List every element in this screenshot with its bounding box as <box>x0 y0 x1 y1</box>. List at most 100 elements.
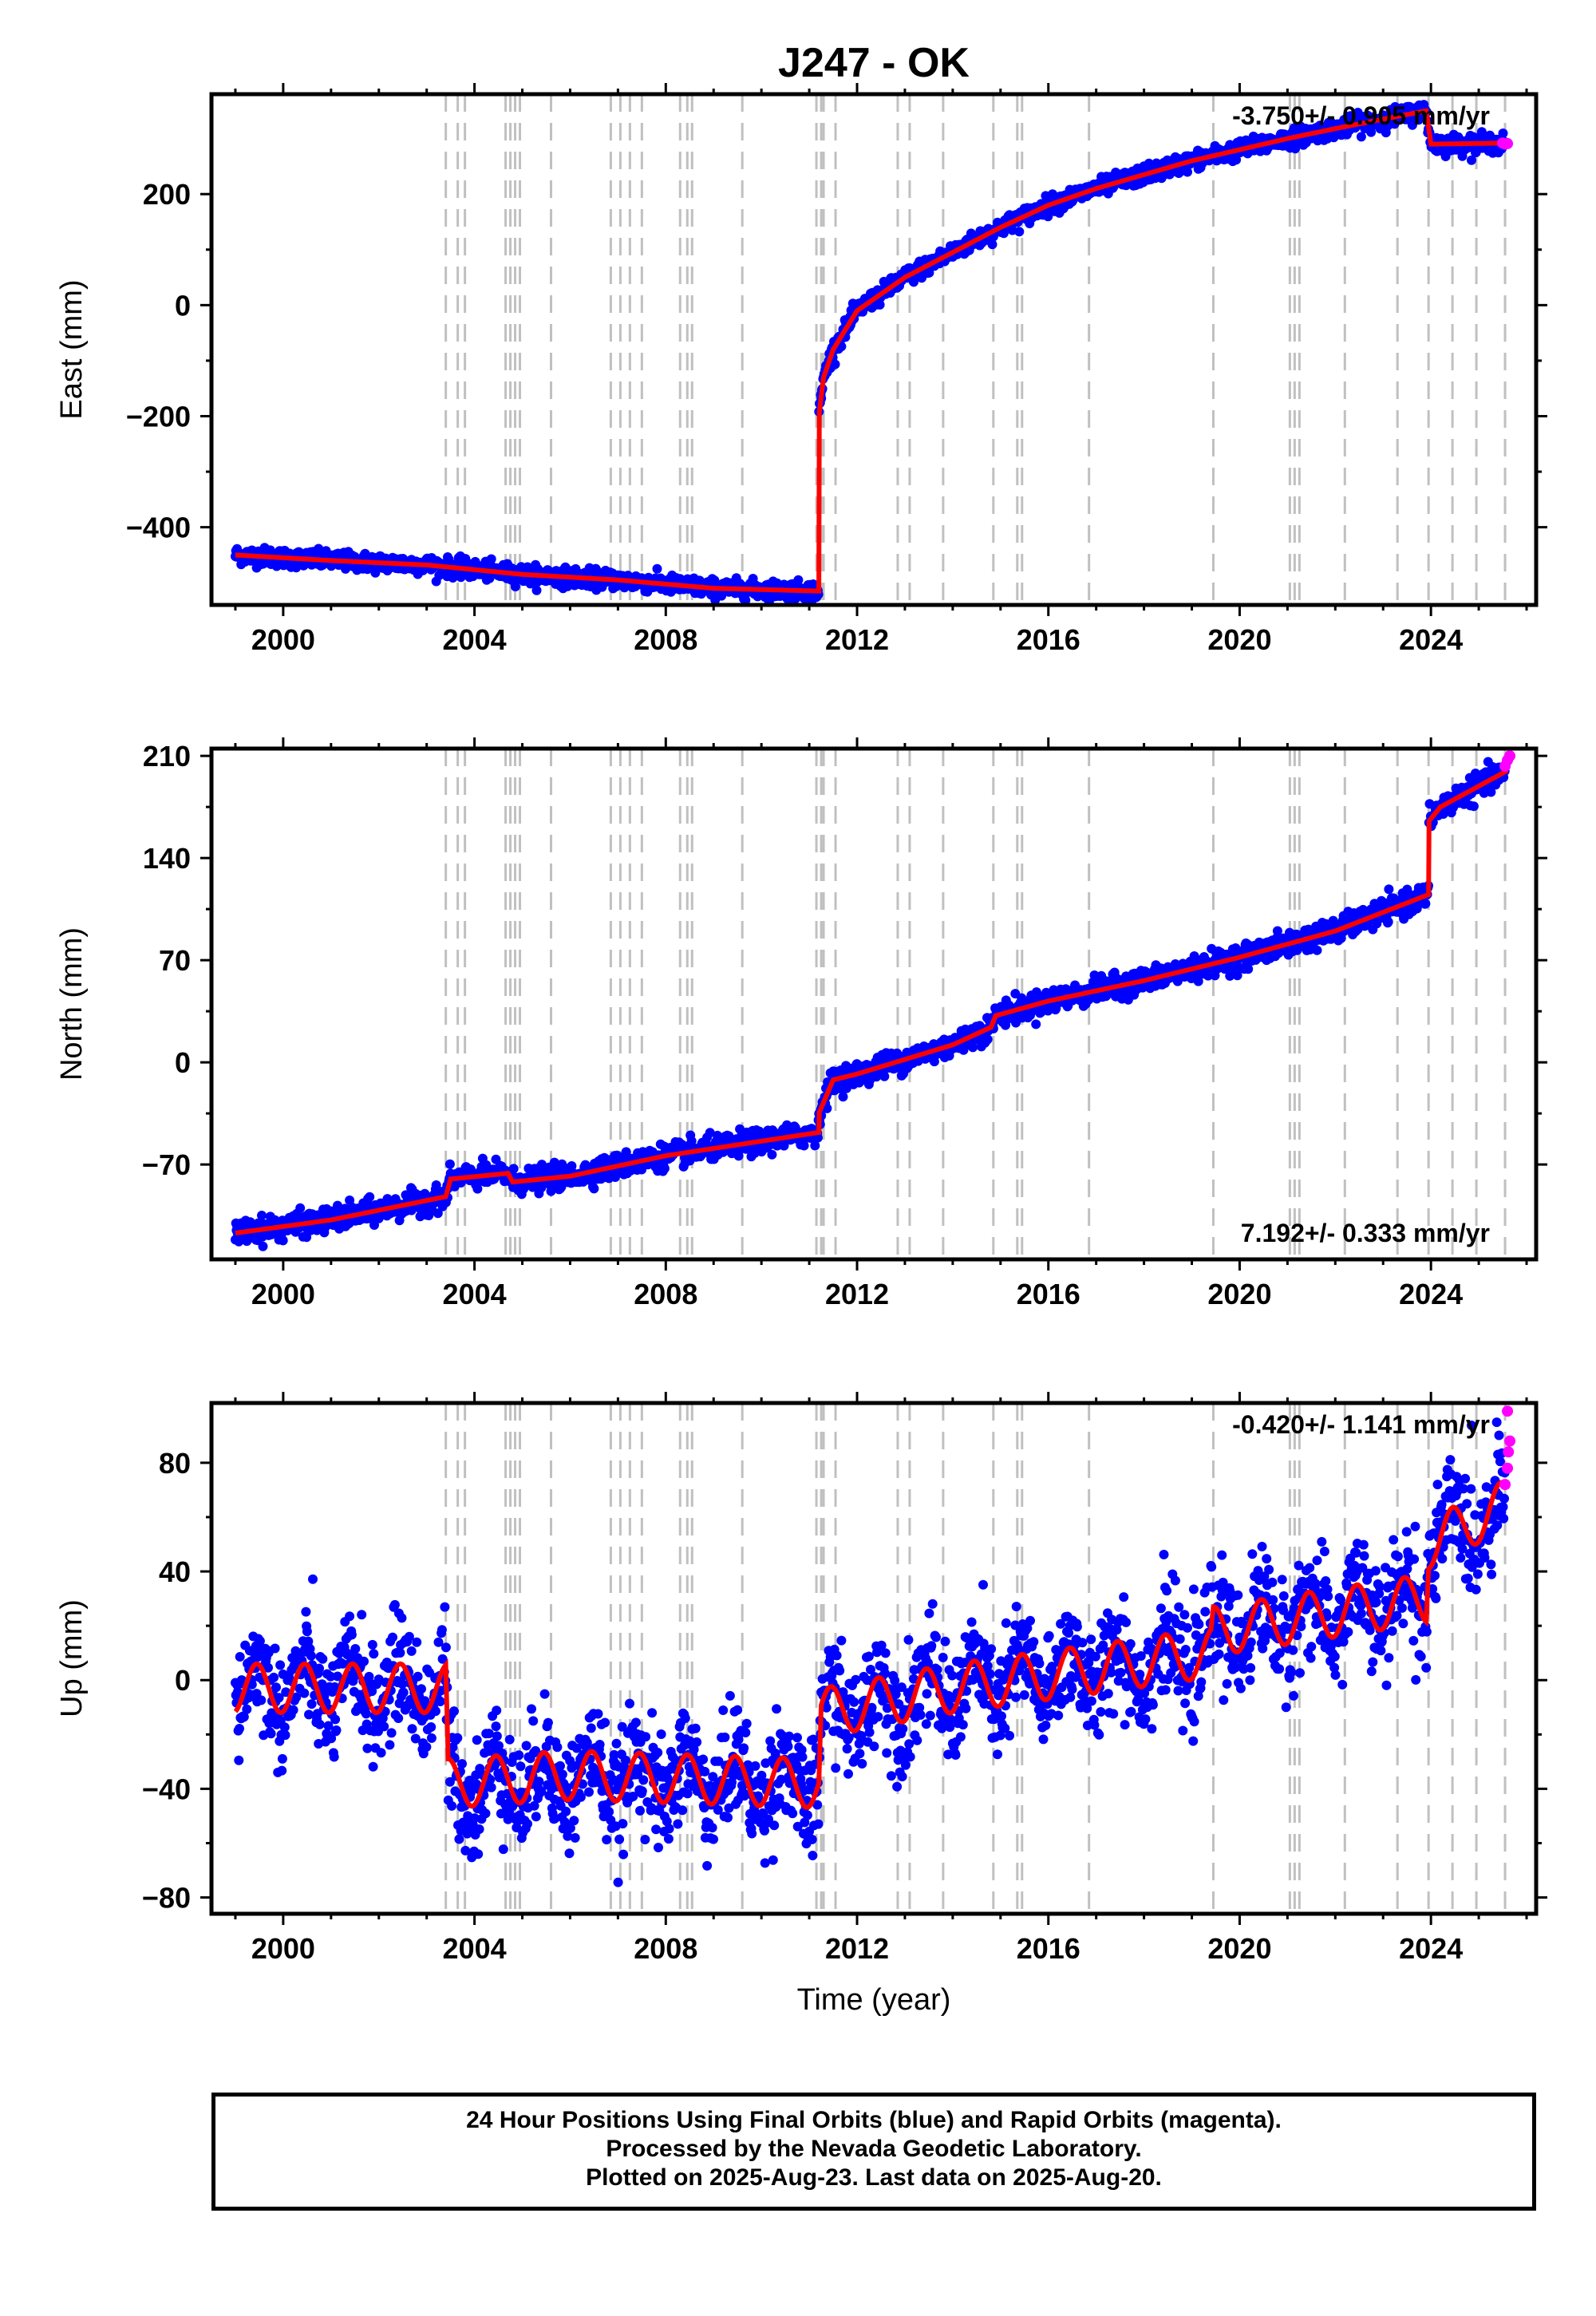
data-point <box>329 1752 339 1762</box>
y-tick-label: −200 <box>126 400 191 433</box>
model-line <box>235 108 1507 594</box>
data-point <box>909 277 918 287</box>
data-point <box>1356 132 1366 142</box>
data-point <box>1183 167 1192 177</box>
east-panel: 2000 2004 2008 2012 2016 2020 2024−400−2000200… <box>55 83 1547 656</box>
up-panel: 2000 2004 2008 2012 2016 2020 2024−80−4004080U… <box>55 1392 1547 1965</box>
data-point <box>346 1630 357 1640</box>
x-tick-label: 2004 <box>443 623 507 656</box>
data-point <box>875 299 885 310</box>
data-point <box>368 1761 378 1772</box>
chart-title: J247 - OK <box>778 40 970 86</box>
data-point <box>1014 227 1025 237</box>
data-point <box>361 1709 371 1719</box>
data-point <box>968 1042 978 1053</box>
y-axis-label: East (mm) <box>55 279 89 419</box>
data-point <box>779 1140 789 1151</box>
data-point <box>486 554 496 564</box>
data-point <box>924 267 934 278</box>
y-tick-label: 200 <box>143 178 191 211</box>
model-line <box>235 768 1509 1236</box>
data-point <box>1366 127 1377 137</box>
data-point <box>306 1650 316 1661</box>
data-point <box>345 1196 355 1205</box>
data-point <box>1243 964 1254 974</box>
final-orbit-points <box>231 1417 1510 1887</box>
rapid-orbit-points <box>1497 137 1514 150</box>
data-point <box>799 1140 809 1151</box>
data-point <box>318 1654 328 1664</box>
data-point <box>269 1672 279 1682</box>
y-tick-label: 210 <box>143 740 191 773</box>
x-tick-label: 2012 <box>825 1278 889 1310</box>
data-point <box>266 1729 276 1739</box>
data-point <box>277 1765 287 1776</box>
x-tick-label: 2004 <box>443 1278 507 1310</box>
x-tick-label: 2020 <box>1207 623 1271 656</box>
data-point <box>379 1721 389 1732</box>
y-tick-label: −400 <box>126 512 191 544</box>
y-tick-label: −70 <box>142 1148 191 1181</box>
data-point <box>345 1611 355 1622</box>
data-point <box>705 1128 715 1138</box>
final-orbit-points <box>231 100 1510 605</box>
y-tick-label: 0 <box>175 289 191 322</box>
event-lines <box>444 94 1507 605</box>
data-point <box>234 1755 244 1765</box>
data-point <box>306 1699 317 1709</box>
data-point <box>987 239 998 250</box>
data-point <box>350 1644 361 1654</box>
x-tick-label: 2020 <box>1207 1278 1271 1310</box>
data-point <box>301 1607 311 1617</box>
plot-frame <box>209 92 1539 607</box>
data-point <box>235 1652 245 1662</box>
x-tick-label: 2016 <box>1017 623 1080 656</box>
data-point <box>257 1211 267 1220</box>
y-tick-label: 70 <box>159 944 191 977</box>
data-point <box>1031 1019 1041 1030</box>
data-point <box>444 1159 455 1169</box>
y-axis-label: North (mm) <box>55 927 89 1081</box>
x-tick-label: 2016 <box>1017 1278 1080 1310</box>
data-point <box>838 1092 848 1102</box>
data-point <box>741 595 751 605</box>
plot-frame <box>209 746 1539 1262</box>
final-orbit-points <box>231 757 1510 1251</box>
rapid-point <box>1502 137 1514 149</box>
data-point <box>367 1639 377 1650</box>
data-point <box>510 582 520 591</box>
rate-label: -3.750+/- 0.905 mm/yr <box>1232 101 1490 130</box>
data-point <box>308 1574 318 1584</box>
rapid-orbit-points <box>1499 750 1516 772</box>
y-tick-label: 140 <box>143 842 191 875</box>
data-point <box>1467 155 1476 165</box>
rate-label: 7.192+/- 0.333 mm/yr <box>1241 1219 1490 1247</box>
data-point <box>365 1192 375 1202</box>
data-point <box>331 1725 342 1735</box>
data-point <box>330 1714 341 1725</box>
data-point <box>357 1610 367 1620</box>
data-point <box>652 563 662 574</box>
data-point <box>1420 899 1431 909</box>
data-point <box>822 1103 832 1113</box>
data-point <box>1383 917 1393 927</box>
data-point <box>242 1704 252 1714</box>
data-point <box>278 1235 288 1246</box>
data-point <box>793 575 804 585</box>
data-point <box>531 585 542 595</box>
y-tick-label: 0 <box>175 1046 191 1079</box>
event-lines <box>444 749 1507 1259</box>
data-point <box>472 1184 483 1194</box>
data-point <box>1498 128 1508 138</box>
data-point <box>830 359 840 370</box>
x-tick-label: 2008 <box>634 1278 697 1310</box>
data-point <box>1384 884 1394 895</box>
data-point <box>589 1184 599 1194</box>
data-point <box>302 1626 312 1637</box>
data-point <box>767 1149 777 1160</box>
data-point <box>1468 801 1479 812</box>
data-point <box>314 1663 324 1674</box>
rapid-point <box>1504 750 1516 762</box>
north-panel: 2000 2004 2008 2012 2016 2020 2024−70070140210… <box>55 737 1547 1310</box>
